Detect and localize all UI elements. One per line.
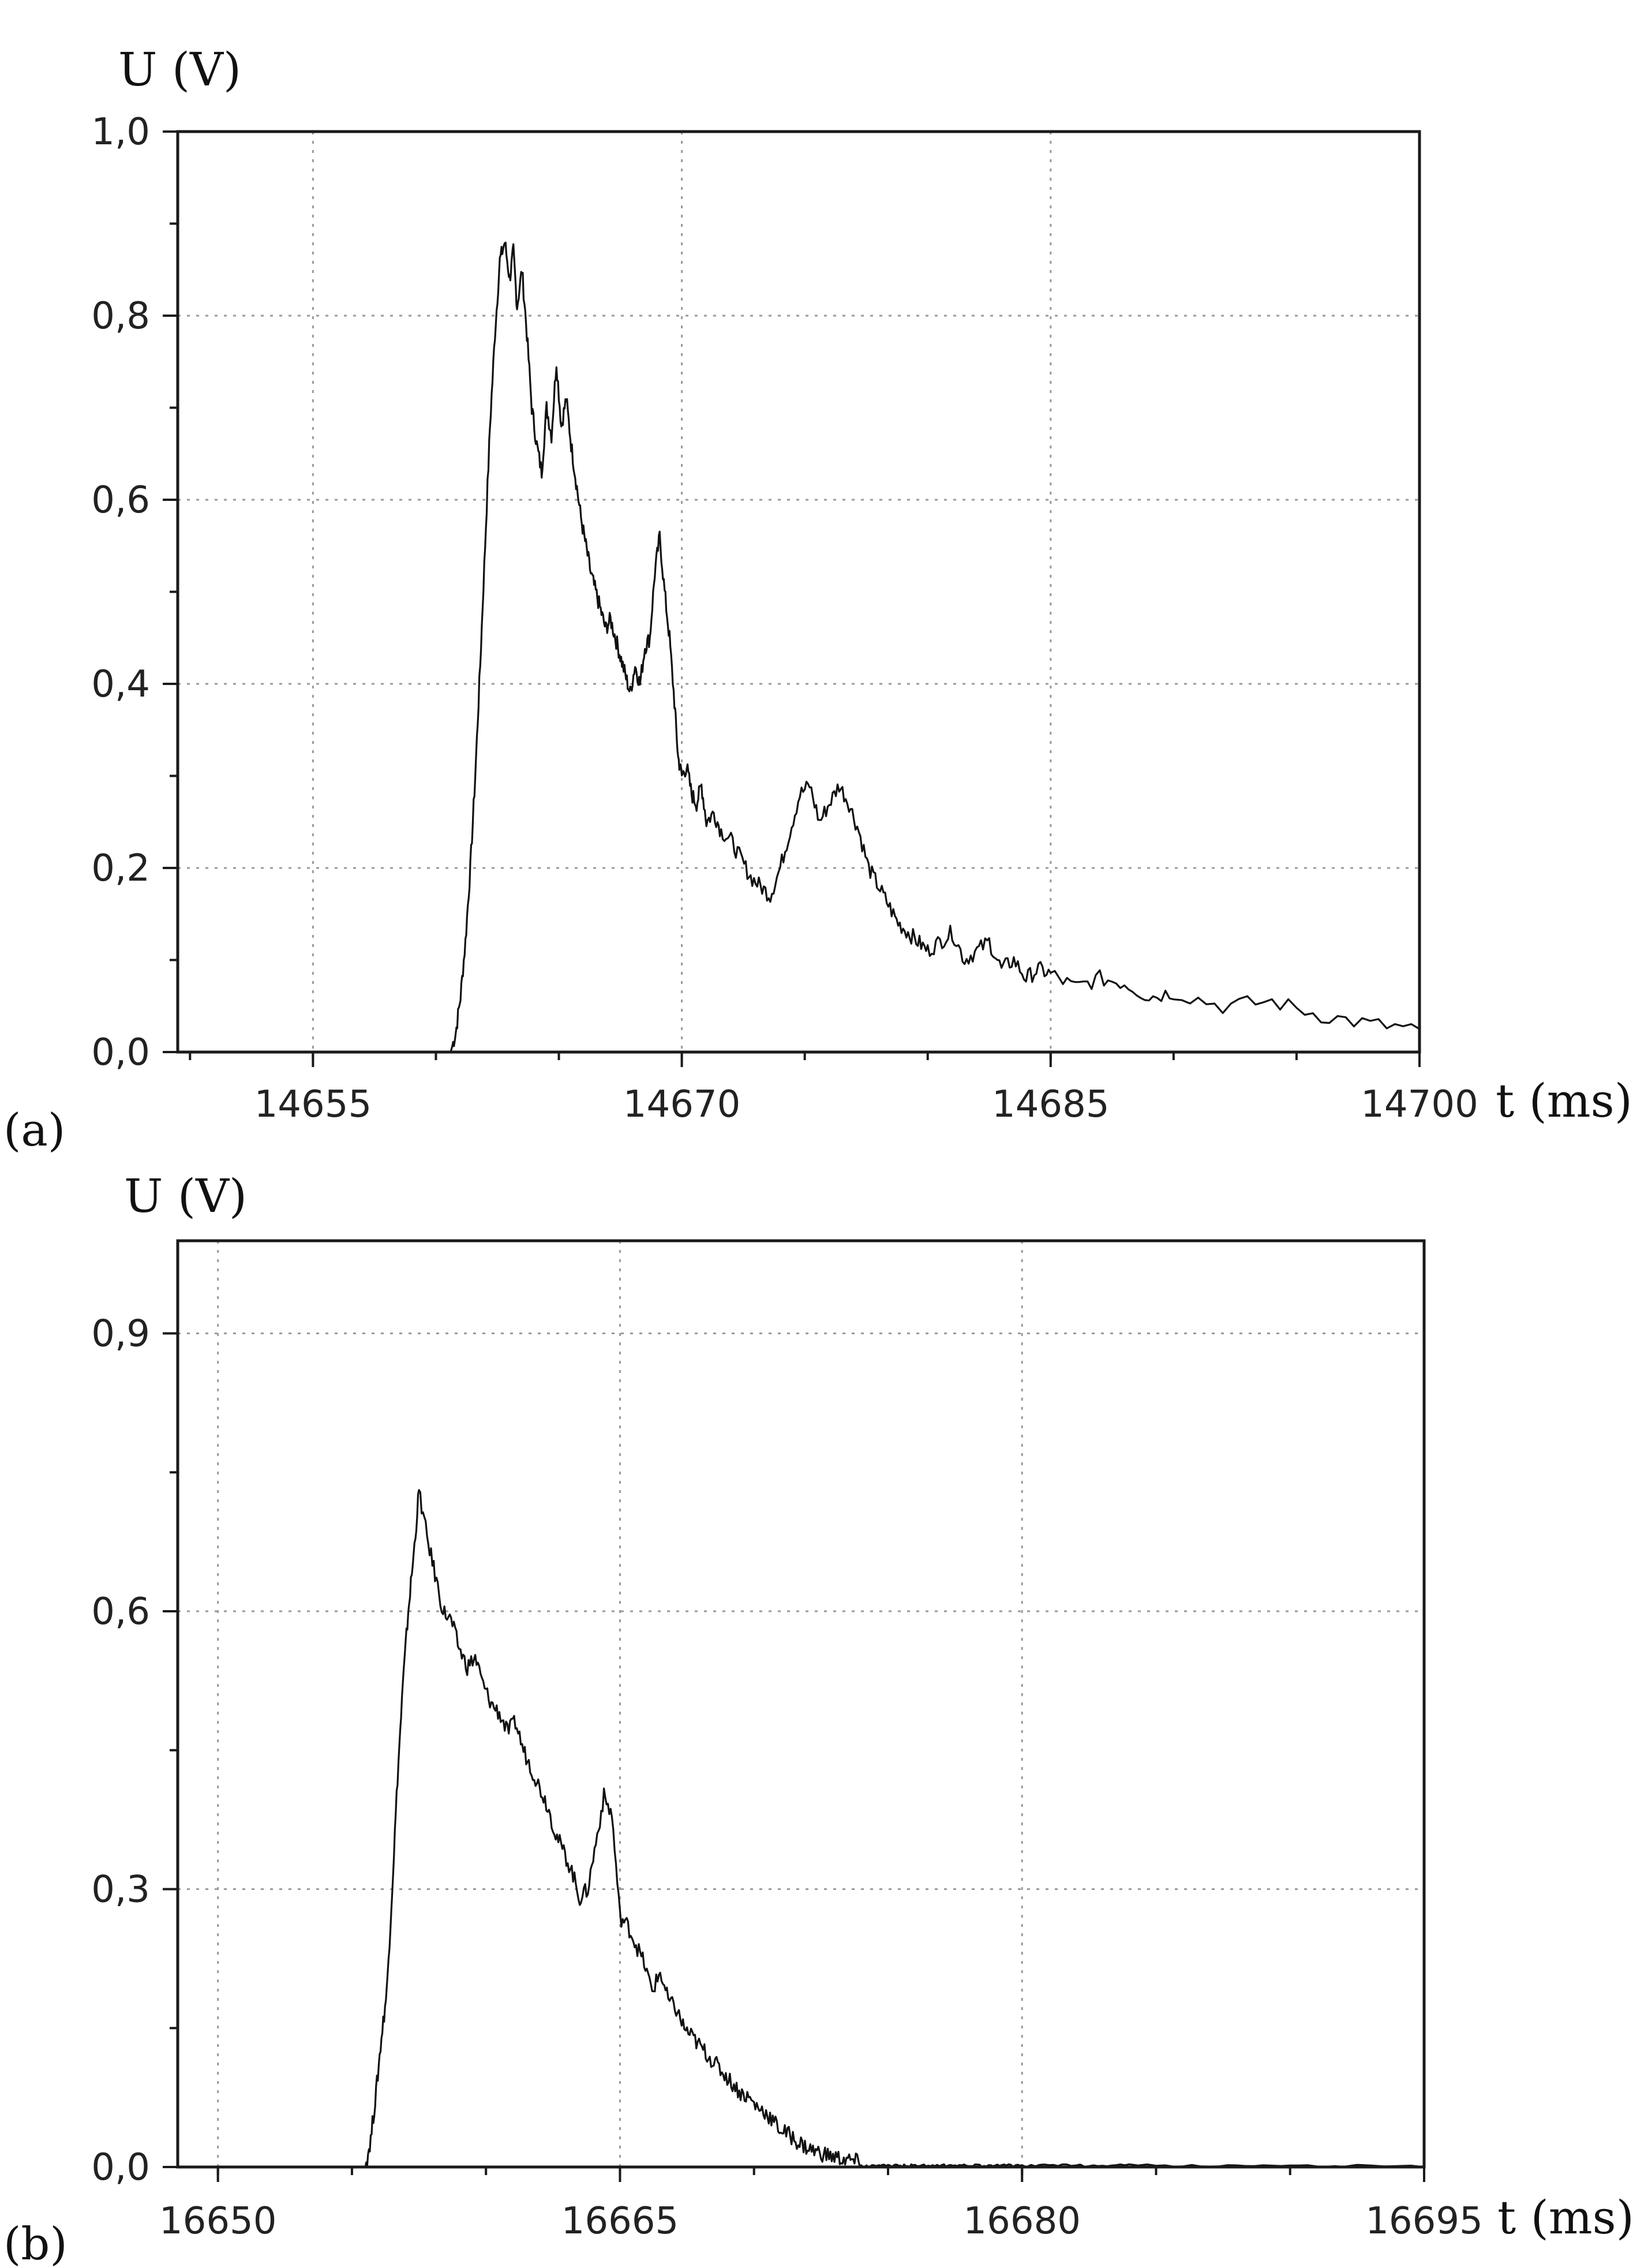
y-axis-title-a: U (V) [118,43,241,96]
y-tick-label: 0,9 [91,1313,150,1356]
y-tick-label: 0,8 [91,295,150,338]
chart-panel-a: 14655 14670 14685 14700 0,0 0,2 0,4 0,6 0,8 1,0 U… [3,43,1632,1157]
x-tick-label: 14670 [623,1083,741,1126]
y-tick-label: 0,0 [91,2146,150,2189]
x-tick-label: 16665 [561,2200,679,2243]
x-tick-label: 16650 [159,2200,277,2243]
plot-frame-a [176,130,1421,1054]
x-tick-label: 14700 [1361,1083,1478,1126]
y-tick-label: 0,4 [91,663,150,706]
y-tick-label: 0,3 [91,1869,150,1911]
x-tick-label: 14685 [992,1083,1110,1126]
tick-labels-a: 14655 14670 14685 14700 0,0 0,2 0,4 0,6 0,8 1,0 [91,111,1478,1126]
x-axis-title-a: t (ms) [1496,1074,1632,1128]
panel-label-a: (a) [3,1105,65,1157]
x-tick-label: 16680 [963,2200,1081,2243]
y-tick-label: 0,2 [91,847,150,890]
ticks-b [163,1332,1425,2182]
plot-frame-b [176,1239,1426,2169]
panel-label-b: (b) [3,2218,68,2268]
y-tick-label: 0,6 [91,479,150,522]
y-axis-title-b: U (V) [124,1169,247,1223]
tick-labels-b: 16650 16665 16680 16695 0,0 0,3 0,6 0,9 [91,1313,1483,2243]
y-tick-label: 0,0 [91,1031,150,1074]
signal-trace-b [178,1489,1425,2168]
y-tick-label: 0,6 [91,1590,150,1633]
grid-b [178,1241,1424,2167]
signal-trace-a [178,241,1420,1053]
x-tick-label: 16695 [1365,2200,1483,2243]
ticks-a [163,130,1421,1067]
x-axis-title-b: t (ms) [1497,2191,1634,2244]
chart-panel-b: 16650 16665 16680 16695 0,0 0,3 0,6 0,9 U (V) t… [3,1169,1634,2268]
x-tick-label: 14655 [254,1083,372,1126]
y-tick-label: 1,0 [91,111,150,154]
grid-a [178,132,1419,1052]
